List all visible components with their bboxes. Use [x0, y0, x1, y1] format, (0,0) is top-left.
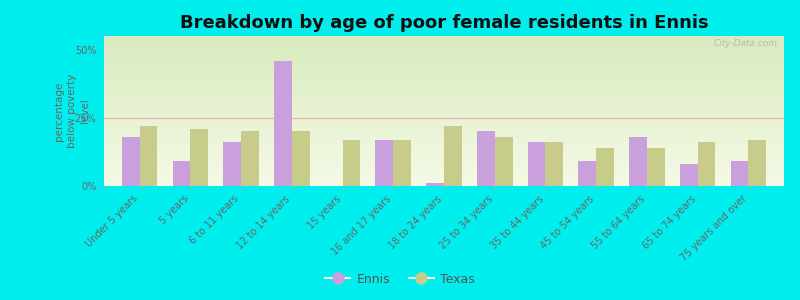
- Legend: Ennis, Texas: Ennis, Texas: [320, 268, 480, 291]
- Bar: [426, 183, 444, 186]
- Bar: [342, 140, 360, 186]
- Title: Breakdown by age of poor female residents in Ennis: Breakdown by age of poor female resident…: [180, 14, 708, 32]
- Bar: [241, 131, 258, 186]
- Bar: [578, 161, 596, 186]
- Bar: [494, 137, 513, 186]
- Bar: [444, 126, 462, 186]
- Bar: [477, 131, 494, 186]
- Bar: [680, 164, 698, 186]
- Text: City-Data.com: City-Data.com: [714, 39, 778, 48]
- Bar: [647, 148, 665, 186]
- Bar: [122, 137, 139, 186]
- Bar: [394, 140, 411, 186]
- Bar: [292, 131, 310, 186]
- Bar: [139, 126, 158, 186]
- Bar: [596, 148, 614, 186]
- Bar: [375, 140, 394, 186]
- Bar: [173, 161, 190, 186]
- Bar: [190, 129, 208, 186]
- Bar: [698, 142, 715, 186]
- Bar: [749, 140, 766, 186]
- Bar: [223, 142, 241, 186]
- Y-axis label: percentage
below poverty
level: percentage below poverty level: [54, 74, 90, 148]
- Bar: [546, 142, 563, 186]
- Bar: [528, 142, 546, 186]
- Bar: [730, 161, 749, 186]
- Bar: [630, 137, 647, 186]
- Bar: [274, 61, 292, 186]
